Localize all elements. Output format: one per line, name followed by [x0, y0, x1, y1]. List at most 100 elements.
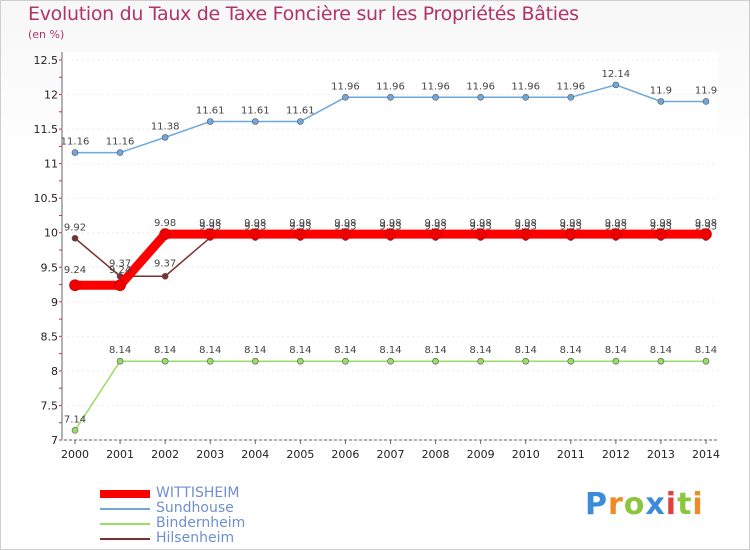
x-tick-label: 2006 [331, 448, 359, 461]
y-tick-label: 12.5 [34, 54, 59, 67]
data-label: 11.61 [241, 105, 270, 116]
data-point [206, 118, 214, 125]
legend-item-hilsenheim: Hilsenheim [100, 531, 245, 546]
data-label: 9.98 [605, 218, 627, 229]
data-point [702, 357, 710, 365]
x-tick-label: 2005 [286, 448, 314, 461]
data-label: 8.14 [515, 345, 537, 356]
data-point [477, 94, 484, 101]
data-point [384, 228, 397, 240]
data-label: 9.98 [695, 218, 717, 229]
data-label: 8.14 [109, 345, 131, 356]
data-point [161, 357, 169, 365]
y-axis-unit: (en %) [28, 28, 65, 41]
data-point [249, 228, 262, 240]
legend-swatch [100, 537, 150, 540]
data-label: 8.14 [695, 345, 717, 356]
data-point [69, 279, 81, 292]
proxiti-logo: Proxiti [585, 487, 704, 522]
data-point [567, 94, 575, 101]
data-label: 8.14 [470, 345, 492, 356]
data-point [612, 357, 620, 365]
legend-swatch [100, 507, 150, 510]
x-tick-label: 2003 [196, 448, 224, 461]
y-tick-label: 11.5 [34, 123, 59, 136]
y-tick-label: 8.5 [41, 330, 59, 343]
logo-letter: i [692, 487, 704, 522]
data-point [159, 228, 171, 240]
data-point [387, 357, 394, 365]
x-tick-label: 2014 [692, 448, 720, 461]
data-label: 8.14 [605, 345, 627, 356]
series-sundhouse [71, 81, 710, 156]
data-point [522, 94, 530, 101]
data-label: 11.96 [331, 81, 360, 92]
x-tick-label: 2010 [512, 448, 540, 461]
x-tick-label: 2001 [106, 448, 134, 461]
legend-label: Sundhouse [156, 500, 234, 516]
logo-letter: P [585, 487, 608, 522]
data-point [612, 81, 620, 89]
data-point [297, 118, 304, 125]
data-label: 8.14 [650, 345, 672, 356]
data-label: 9.93 [244, 222, 266, 233]
data-point [116, 357, 124, 365]
data-point [387, 94, 394, 101]
data-point [339, 228, 352, 240]
data-point [657, 98, 665, 105]
y-tick-label: 7 [51, 434, 58, 447]
data-label: 8.14 [154, 345, 176, 356]
data-label: 8.14 [289, 345, 311, 356]
data-label: 11.61 [196, 105, 225, 116]
y-tick-label: 9 [51, 296, 58, 309]
y-axis-ticks: 7 7.5 8 8.5 9 9.5 10 10.5 11 11.5 12 12.5 [34, 54, 59, 447]
logo-letter: r [608, 487, 624, 522]
data-point [71, 427, 79, 434]
y-tick-label: 10 [44, 227, 58, 240]
data-label: 9.98 [244, 218, 266, 229]
data-label: 9.98 [560, 218, 582, 229]
series-layer [69, 81, 712, 434]
data-label: 9.93 [560, 222, 582, 233]
data-label: 7.14 [64, 414, 86, 425]
data-point [702, 98, 710, 105]
data-label: 9.98 [289, 218, 311, 229]
data-label: 11.16 [61, 137, 90, 148]
data-label: 9.98 [154, 218, 176, 229]
legend-swatch [100, 522, 150, 525]
logo-letter: x [645, 487, 666, 522]
data-label: 9.98 [650, 218, 672, 229]
data-point [251, 118, 259, 125]
data-point [564, 228, 577, 240]
data-point [700, 228, 712, 240]
data-label: 11.16 [106, 137, 135, 148]
legend-item-bindernheim: Bindernheim [100, 516, 245, 531]
legend-item-sundhouse: Sundhouse [100, 501, 245, 516]
y-tick-label: 7.5 [41, 399, 59, 412]
legend: WITTISHEIM Sundhouse Bindernheim Hilsenheim [100, 486, 245, 546]
data-label: 9.98 [334, 218, 356, 229]
data-point [297, 357, 304, 365]
data-point [71, 234, 79, 242]
series-wittisheim [69, 228, 712, 292]
logo-letter: i [665, 487, 678, 522]
y-tick-label: 12 [44, 89, 58, 102]
data-label: 9.93 [605, 222, 627, 233]
data-point [519, 228, 532, 240]
data-label: 9.93 [470, 222, 492, 233]
x-tick-label: 2002 [151, 448, 179, 461]
data-point [429, 228, 442, 240]
data-label: 11.96 [421, 81, 450, 92]
data-label: 11.96 [556, 81, 585, 92]
data-point [71, 149, 79, 156]
data-point [432, 357, 439, 365]
data-point [432, 94, 439, 101]
data-label: 9.93 [695, 222, 717, 233]
data-label: 11.9 [650, 85, 672, 96]
legend-swatch [100, 489, 150, 498]
data-label: 8.14 [379, 345, 401, 356]
data-label: 9.93 [424, 222, 446, 233]
data-label: 9.93 [650, 222, 672, 233]
axes [59, 52, 718, 441]
